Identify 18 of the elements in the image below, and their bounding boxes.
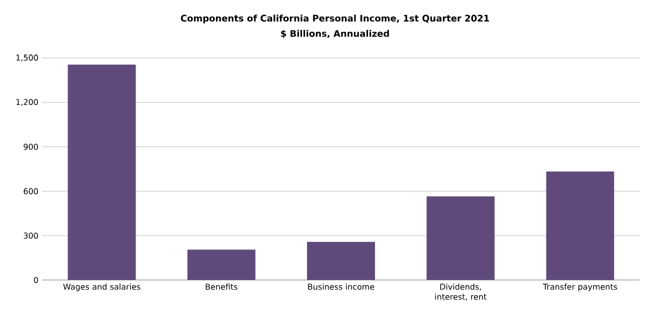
y-tick-label: 1,500 (16, 54, 38, 62)
bar (546, 172, 614, 280)
y-tick-label: 300 (24, 232, 38, 239)
x-tick-label: Business income (308, 284, 374, 290)
chart-title: Components of California Personal Income, 1st Quarter 2021 (180, 14, 489, 24)
y-tick-label: 900 (24, 144, 38, 150)
x-tick-label: Transfer payments (542, 284, 618, 292)
x-tick-label: Dividends, interest, rent (435, 284, 486, 301)
x-tick-label: Wages and salaries (63, 284, 140, 292)
x-tick-label: Benefits (206, 284, 238, 290)
chart-subtitle: $ Billions, Annualized (281, 30, 389, 38)
bar (426, 196, 495, 280)
y-tick-label: 0 (34, 276, 38, 284)
bar (307, 242, 375, 280)
y-tick-label: 600 (24, 188, 38, 194)
y-tick-label: 1,200 (16, 98, 38, 106)
bar (68, 64, 136, 280)
bar (187, 250, 256, 280)
